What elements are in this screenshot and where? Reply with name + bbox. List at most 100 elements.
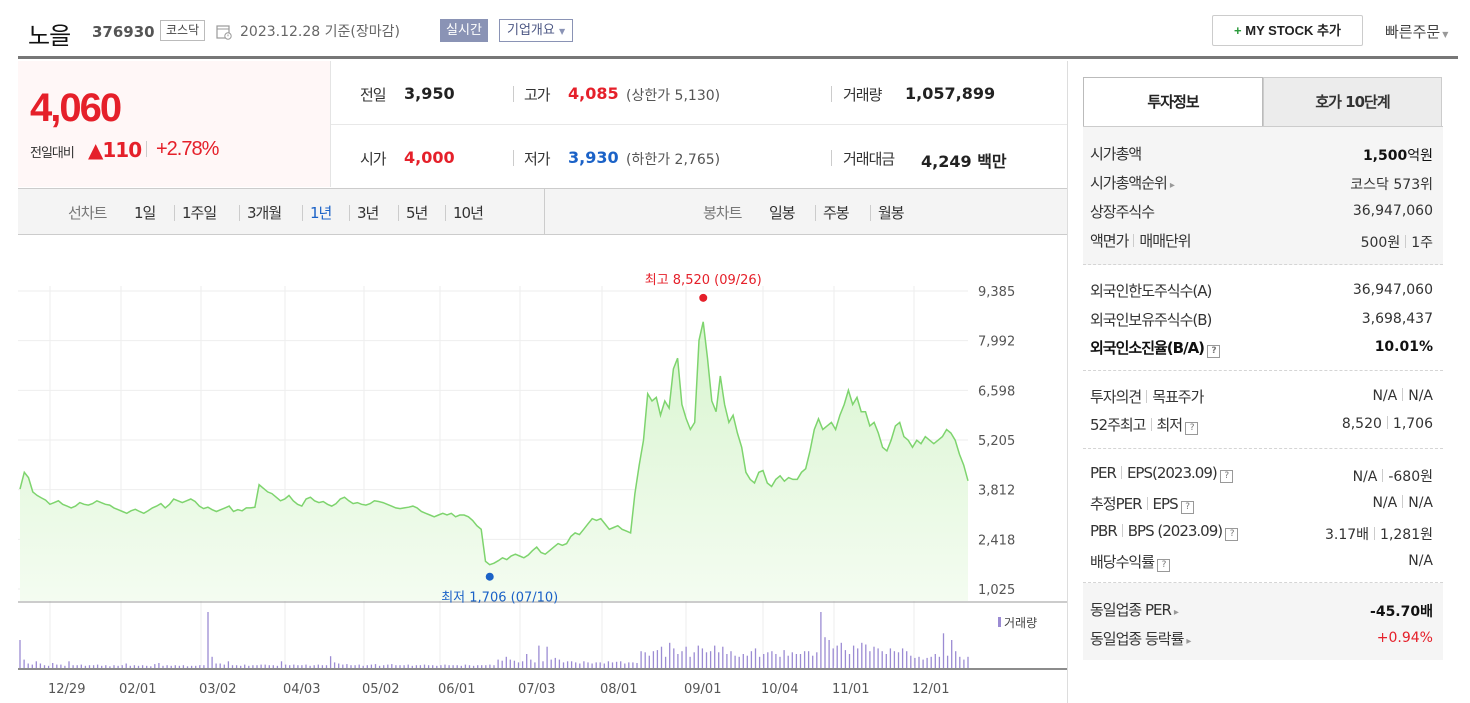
info-label-text: 52주최고 [1090,416,1146,434]
info-label[interactable]: PBR BPS (2023.09)? [1090,522,1239,541]
volume-legend-label: 거래량 [1004,616,1037,630]
info-value-text: N/A [1372,495,1398,511]
company-overview-dropdown[interactable]: 기업개요 ▼ [499,19,574,42]
info-value-text: 3.17배 [1324,527,1370,543]
low-label: 최저 1,706 (07/10) [441,591,558,606]
quick-order-dropdown[interactable]: 빠른주문 ▼ [1385,21,1448,42]
row-divider [331,124,1067,125]
divider [445,205,446,221]
info-value-text: N/A [1408,495,1433,511]
info-label-text: 매매단위 [1139,232,1191,250]
period-tab-1[interactable]: 1일 [134,204,156,222]
section-bg [1083,127,1443,265]
x-tick-label: 02/01 [119,682,156,697]
info-value-text: 1,281원 [1380,527,1433,543]
section-divider [1083,582,1443,583]
y-tick-label: 5,205 [978,434,1015,449]
help-icon[interactable]: ? [1225,528,1239,541]
period-tab-5[interactable]: 3년 [357,204,379,222]
info-label[interactable]: 동일업종 등락률 ▸ [1090,628,1191,649]
quick-order-label: 빠른주문 [1385,23,1441,41]
period-tab-3[interactable]: 3개월 [247,204,282,222]
divider [1402,388,1404,401]
unit: 억원 [1407,148,1433,164]
period-tab-7[interactable]: 10년 [453,204,484,222]
info-label: 투자의견 목표주가 [1090,386,1204,407]
amount-label: 거래대금 [843,150,895,168]
help-icon[interactable]: ? [1219,470,1233,483]
info-label-text: 추정PER [1090,495,1143,513]
panel-divider [1067,61,1068,703]
current-price: 4,060 [30,86,122,130]
info-value-text: 10.01% [1374,339,1433,355]
info-value-text: 1,706 [1392,416,1433,432]
info-label: 상장주식수 [1090,201,1155,222]
help-icon[interactable]: ? [1185,422,1199,435]
info-value-text: -680원 [1388,469,1433,485]
divider [513,150,514,166]
candle-tab-2[interactable]: 주봉 [823,204,850,222]
info-label-text: 시가총액 [1090,145,1142,163]
info-label[interactable]: 동일업종 PER ▸ [1090,599,1179,620]
upper-limit: (상한가 5,130) [626,88,721,104]
change-value: ▲110 [88,138,142,162]
divider [870,205,871,221]
info-label[interactable]: 외국인소진율(B/A)? [1090,337,1221,358]
candle-tab-1[interactable]: 일봉 [769,204,796,222]
info-label[interactable]: 52주최고 최저? [1090,414,1199,435]
help-icon[interactable]: ? [1157,559,1171,572]
x-tick-label: 09/01 [684,682,721,697]
info-label-text: 최저 [1156,416,1184,434]
open-value: 4,000 [404,148,455,167]
info-value-text: -45.70배 [1370,604,1433,620]
divider [239,205,240,221]
divider [1374,527,1376,540]
section-divider [1083,370,1443,371]
divider [513,86,514,102]
low-value: 3,930 [568,148,619,167]
info-value: 3.17배 1,281원 [1325,524,1433,544]
info-label[interactable]: 배당수익률? [1090,551,1171,572]
chevron-right-icon: ▸ [1173,607,1179,618]
info-value: 8,520 1,706 [1342,416,1433,432]
amount-number: 4,249 [921,152,972,171]
info-value-text: 36,947,060 [1352,282,1433,298]
info-label-text: EPS(2023.09) [1126,464,1218,482]
info-value: 1,500억원 [1363,145,1433,165]
info-label: 외국인보유주식수(B) [1090,309,1212,330]
info-value-text: 3,698,437 [1361,311,1433,327]
info-value: N/A N/A [1372,388,1433,404]
divider [831,150,832,166]
stock-name: 노을 [28,22,71,50]
info-label[interactable]: PER EPS(2023.09)? [1090,464,1233,483]
divider [1382,469,1384,482]
base-date: 2023.12.28 기준(장마감) [240,24,400,40]
candle-tab-3[interactable]: 월봉 [878,204,905,222]
add-mystock-label: MY STOCK 추가 [1245,23,1341,38]
info-value: -45.70배 [1370,601,1433,621]
info-value-text: 500원 [1360,235,1401,251]
period-tab-6[interactable]: 5년 [406,204,428,222]
divider [349,205,350,221]
help-icon[interactable]: ? [1207,345,1221,358]
divider [302,205,303,221]
price-line [19,321,969,566]
info-label[interactable]: 추정PER EPS? [1090,493,1194,514]
tab-orderbook[interactable]: 호가 10단계 [1263,77,1442,127]
tab-invest-info[interactable]: 투자정보 [1083,77,1263,127]
info-label-text: 동일업종 등락률 [1090,630,1184,648]
high-label: 고가 [524,86,551,104]
period-tab-4[interactable]: 1년 [310,204,332,222]
help-icon[interactable]: ? [1180,501,1194,514]
add-mystock-button[interactable]: + MY STOCK 추가 [1212,15,1363,46]
low-marker [485,572,494,581]
realtime-button[interactable]: 실시간 [440,19,488,42]
info-label-text: BPS (2023.09) [1127,522,1223,540]
info-label[interactable]: 시가총액순위 ▸ [1090,172,1175,193]
period-tab-2[interactable]: 1주일 [182,204,217,222]
change-percent: +2.78% [156,138,219,160]
y-tick-label: 9,385 [978,285,1015,300]
info-value-text: N/A [1352,469,1378,485]
info-value-text: +0.94% [1376,630,1433,646]
x-tick-label: 05/02 [362,682,399,697]
